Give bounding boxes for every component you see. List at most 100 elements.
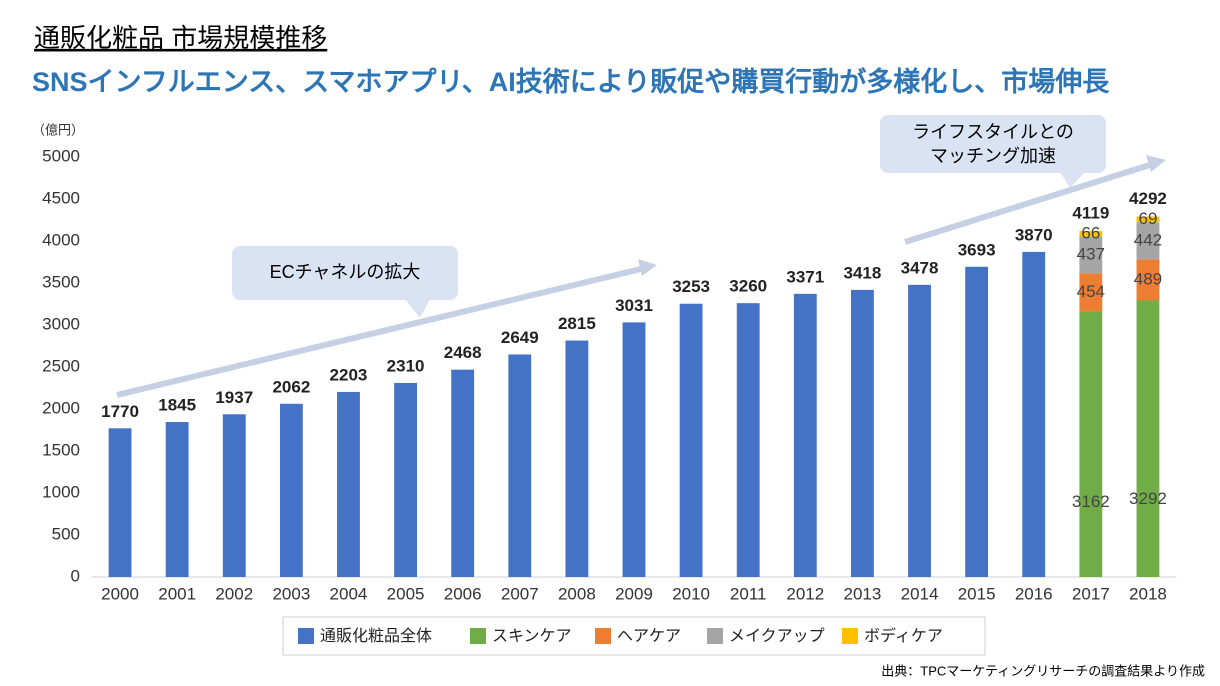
x-tick-label: 2004 bbox=[330, 584, 368, 603]
value-label: 3253 bbox=[672, 277, 710, 296]
legend-swatch bbox=[470, 628, 486, 644]
value-label: 3031 bbox=[615, 296, 653, 315]
y-tick-label: 0 bbox=[71, 566, 80, 585]
y-tick-label: 5000 bbox=[42, 146, 80, 165]
callout bbox=[232, 115, 1106, 318]
bar bbox=[679, 303, 703, 577]
bar bbox=[279, 403, 303, 577]
bar bbox=[793, 293, 817, 577]
value-label: 2310 bbox=[387, 356, 425, 375]
legend-label: スキンケア bbox=[492, 627, 572, 645]
bar bbox=[1136, 300, 1160, 577]
value-label: 2815 bbox=[558, 314, 596, 333]
bar bbox=[508, 354, 532, 577]
value-label: 3260 bbox=[729, 277, 767, 296]
bar bbox=[451, 369, 475, 577]
bar bbox=[908, 284, 931, 577]
value-label: 442 bbox=[1134, 230, 1162, 249]
annotation: マッチング加速 bbox=[930, 146, 1056, 166]
value-label: 3870 bbox=[1015, 225, 1053, 244]
legend-label: ヘアケア bbox=[617, 627, 681, 645]
legend-swatch bbox=[842, 628, 858, 644]
legend-box bbox=[282, 616, 986, 656]
y-tick-label: 4500 bbox=[42, 188, 80, 207]
bar bbox=[394, 382, 417, 577]
y-tick-label: 3000 bbox=[42, 314, 80, 333]
bar bbox=[1136, 216, 1160, 223]
chart-subtitle: SNSインフルエンス、スマホアプリ、AI技術により販促や購買行動が多様化し、市場… bbox=[32, 66, 1110, 97]
bar bbox=[222, 414, 246, 577]
value-label: 69 bbox=[1138, 209, 1157, 228]
x-tick-label: 2002 bbox=[215, 584, 253, 603]
bar bbox=[965, 266, 989, 577]
value-label: 1770 bbox=[101, 402, 139, 421]
y-tick-label: 2500 bbox=[42, 356, 80, 375]
y-tick-label: 3500 bbox=[42, 272, 80, 291]
x-tick-label: 2007 bbox=[501, 584, 539, 603]
x-tick-label: 2018 bbox=[1129, 584, 1167, 603]
x-tick-label: 2008 bbox=[558, 584, 596, 603]
x-tick-label: 2013 bbox=[844, 584, 882, 603]
legend-swatch bbox=[595, 628, 611, 644]
value-label: 454 bbox=[1077, 282, 1105, 301]
total-label: 4119 bbox=[1072, 203, 1109, 222]
annotation: ライフスタイルとの bbox=[912, 122, 1074, 142]
x-tick-label: 2005 bbox=[387, 584, 425, 603]
value-label: 489 bbox=[1134, 269, 1162, 288]
bar bbox=[165, 422, 189, 577]
x-tick-label: 2010 bbox=[672, 584, 710, 603]
value-label: 1845 bbox=[158, 396, 196, 415]
value-label: 2649 bbox=[501, 328, 539, 347]
x-tick-label: 2006 bbox=[444, 584, 482, 603]
value-label: 3418 bbox=[844, 263, 882, 282]
bar bbox=[1079, 273, 1103, 312]
value-label: 2062 bbox=[272, 377, 310, 396]
y-tick-label: 500 bbox=[52, 524, 80, 543]
bar bbox=[108, 428, 132, 577]
bar bbox=[1079, 236, 1103, 274]
x-tick-label: 2014 bbox=[901, 584, 939, 603]
bar bbox=[1136, 259, 1160, 301]
value-label: 1937 bbox=[215, 388, 253, 407]
value-label: 3162 bbox=[1072, 492, 1110, 511]
value-label: 66 bbox=[1081, 223, 1100, 242]
legend-label: 通販化粧品全体 bbox=[320, 627, 432, 645]
bar bbox=[1079, 231, 1103, 237]
annotation: ECチャネルの拡大 bbox=[270, 262, 421, 282]
total-label: 4292 bbox=[1129, 189, 1167, 208]
x-tick-label: 2009 bbox=[615, 584, 653, 603]
value-label: 2468 bbox=[444, 343, 482, 362]
bar bbox=[622, 322, 646, 577]
y-tick-label: 1500 bbox=[42, 440, 80, 459]
value-label: 3478 bbox=[901, 258, 939, 277]
value-label: 2203 bbox=[330, 365, 368, 384]
x-tick-label: 2015 bbox=[958, 584, 996, 603]
y-tick-label: 1000 bbox=[42, 482, 80, 501]
x-tick-label: 2011 bbox=[730, 584, 767, 603]
x-tick-label: 2012 bbox=[786, 584, 824, 603]
bar bbox=[851, 289, 874, 577]
chart-title: 通販化粧品 市場規模推移 bbox=[34, 23, 327, 53]
source: 出典：TPCマーケティングリサーチの調査結果より作成 bbox=[881, 663, 1205, 678]
bar bbox=[565, 340, 589, 577]
legend-swatch bbox=[298, 628, 314, 644]
x-tick-label: 2001 bbox=[158, 584, 196, 603]
x-tick-label: 2000 bbox=[101, 584, 139, 603]
x-tick-label: 2017 bbox=[1072, 584, 1110, 603]
bar bbox=[1022, 251, 1046, 578]
y-tick-label: 2000 bbox=[42, 398, 80, 417]
arrow bbox=[116, 155, 1166, 398]
bar bbox=[1079, 311, 1103, 577]
value-label: 3292 bbox=[1129, 489, 1167, 508]
bar bbox=[337, 391, 360, 577]
bar bbox=[1136, 222, 1160, 260]
value-label: 3693 bbox=[958, 240, 996, 259]
y-tick-label: 4000 bbox=[42, 230, 80, 249]
x-tick-label: 2003 bbox=[272, 584, 310, 603]
y-unit: （億円） bbox=[32, 122, 84, 137]
value-label: 437 bbox=[1077, 244, 1105, 263]
value-label: 3371 bbox=[786, 267, 824, 286]
legend-swatch bbox=[707, 628, 723, 644]
legend-label: メイクアップ bbox=[729, 627, 825, 645]
